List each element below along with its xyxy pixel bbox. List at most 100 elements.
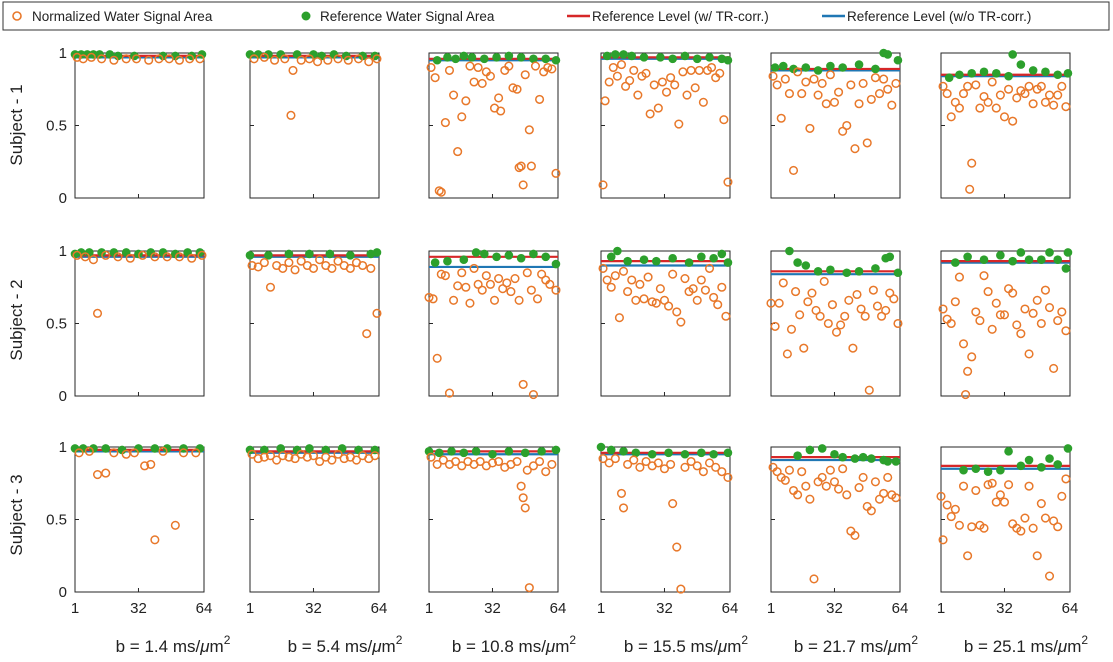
- panel-r1-c6: [938, 50, 1073, 199]
- normalized-signal-point: [688, 284, 698, 294]
- normalized-signal-point: [874, 89, 885, 99]
- reference-signal-point: [101, 444, 111, 453]
- reference-signal-point: [492, 252, 501, 262]
- reference-signal-point: [805, 445, 815, 455]
- normalized-signal-point: [302, 452, 312, 462]
- normalized-signal-point: [475, 456, 485, 467]
- normalized-signal-point: [1024, 481, 1034, 491]
- reference-signal-point: [551, 445, 561, 455]
- reference-signal-point: [893, 55, 903, 65]
- reference-signal-point: [329, 50, 339, 59]
- normalized-signal-point: [191, 448, 201, 458]
- normalized-signal-point: [600, 96, 610, 106]
- reference-signal-point: [537, 447, 546, 456]
- row-label-subject-3: Subject - 3: [7, 474, 26, 555]
- normalized-signal-point: [664, 301, 674, 311]
- normalized-signal-point: [432, 459, 442, 469]
- reference-signal-point: [245, 50, 255, 59]
- panel-r3-c1: 0 0.5 1 1 32 64: [46, 439, 212, 617]
- normalized-signal-point: [983, 480, 993, 490]
- panel-frame: [770, 446, 901, 593]
- legend-normalized-label: Normalized Water Signal Area: [32, 9, 213, 24]
- normalized-signal-point: [537, 269, 547, 279]
- normalized-signal-point: [530, 61, 541, 71]
- normalized-signal-point: [526, 161, 536, 171]
- normalized-signal-point: [512, 84, 522, 94]
- normalized-signal-point: [862, 138, 872, 148]
- reference-signal-point: [785, 246, 794, 256]
- normalized-signal-point: [170, 520, 180, 530]
- reference-signal-point: [627, 51, 637, 61]
- normalized-signal-point: [154, 54, 164, 64]
- normalized-signal-point: [848, 343, 858, 353]
- normalized-signal-point: [950, 297, 960, 307]
- reference-signal-point: [305, 444, 314, 453]
- reference-signal-point: [596, 442, 606, 452]
- normalized-signal-point: [858, 472, 868, 483]
- normalized-signal-point: [801, 481, 811, 491]
- normalized-signal-point: [516, 481, 526, 491]
- normalized-signal-point: [784, 465, 794, 475]
- normalized-signal-point: [280, 54, 290, 64]
- normalized-signal-point: [987, 324, 997, 334]
- reference-signal-point: [996, 251, 1005, 260]
- normalized-signal-point: [1040, 97, 1050, 107]
- normalized-signal-point: [717, 282, 727, 292]
- normalized-signal-point: [805, 494, 815, 504]
- normalized-signal-point: [938, 304, 948, 314]
- normalized-signal-point: [506, 287, 516, 297]
- normalized-signal-point: [686, 456, 696, 467]
- normalized-signal-point: [793, 67, 803, 77]
- normalized-signal-point: [690, 83, 700, 93]
- b-label-1: b = 1.4 ms/μm2: [116, 633, 231, 656]
- normalized-signal-point: [604, 77, 614, 87]
- normalized-signal-point: [618, 503, 629, 513]
- reference-signal-point: [838, 63, 847, 72]
- normalized-signal-point: [870, 477, 880, 487]
- normalized-signal-point: [668, 269, 678, 279]
- normalized-signal-point: [598, 180, 608, 190]
- x-tick-label: 64: [1062, 600, 1079, 617]
- reference-signal-point: [117, 445, 127, 455]
- reference-signal-point: [451, 54, 460, 64]
- normalized-signal-point: [1040, 513, 1050, 523]
- normalized-signal-point: [811, 305, 821, 316]
- normalized-signal-point: [1016, 526, 1026, 536]
- normalized-signal-point: [290, 265, 300, 275]
- panel-r3-c6: 1 32 64: [936, 444, 1079, 617]
- normalized-signal-point: [1004, 84, 1014, 94]
- normalized-signal-point: [958, 89, 969, 99]
- normalized-signal-point: [958, 339, 969, 349]
- normalized-signal-point: [774, 298, 784, 308]
- reference-signal-point: [680, 51, 690, 61]
- normalized-signal-point: [958, 481, 969, 491]
- normalized-signal-point: [877, 311, 887, 321]
- normalized-signal-point: [793, 490, 803, 500]
- panel-r1-c5: [768, 48, 903, 199]
- panel-frame: [600, 446, 731, 593]
- reference-signal-point: [789, 64, 798, 74]
- normalized-signal-point: [786, 324, 797, 334]
- reference-signal-point: [1063, 248, 1073, 257]
- normalized-signal-point: [434, 186, 444, 196]
- normalized-signal-point: [666, 459, 676, 469]
- normalized-signal-point: [78, 54, 88, 64]
- reference-signal-point: [113, 51, 123, 61]
- reference-signal-point: [471, 248, 481, 257]
- x-tick-label: 1: [246, 600, 254, 617]
- normalized-signal-point: [518, 379, 528, 389]
- legend-box: [2, 1, 1110, 31]
- normalized-signal-point: [92, 308, 103, 318]
- normalized-signal-point: [858, 78, 868, 88]
- normalized-signal-point: [444, 65, 455, 75]
- reference-signal-point: [664, 448, 673, 458]
- normalized-signal-point: [709, 292, 719, 302]
- normalized-signal-point: [836, 320, 846, 330]
- reference-signal-point: [817, 444, 827, 453]
- normalized-signal-point: [791, 287, 801, 297]
- normalized-signal-point: [879, 74, 889, 84]
- normalized-signal-point: [999, 310, 1010, 320]
- normalized-signal-point: [84, 446, 94, 456]
- reference-signal-point: [1037, 255, 1046, 264]
- normalized-signal-point: [144, 55, 154, 65]
